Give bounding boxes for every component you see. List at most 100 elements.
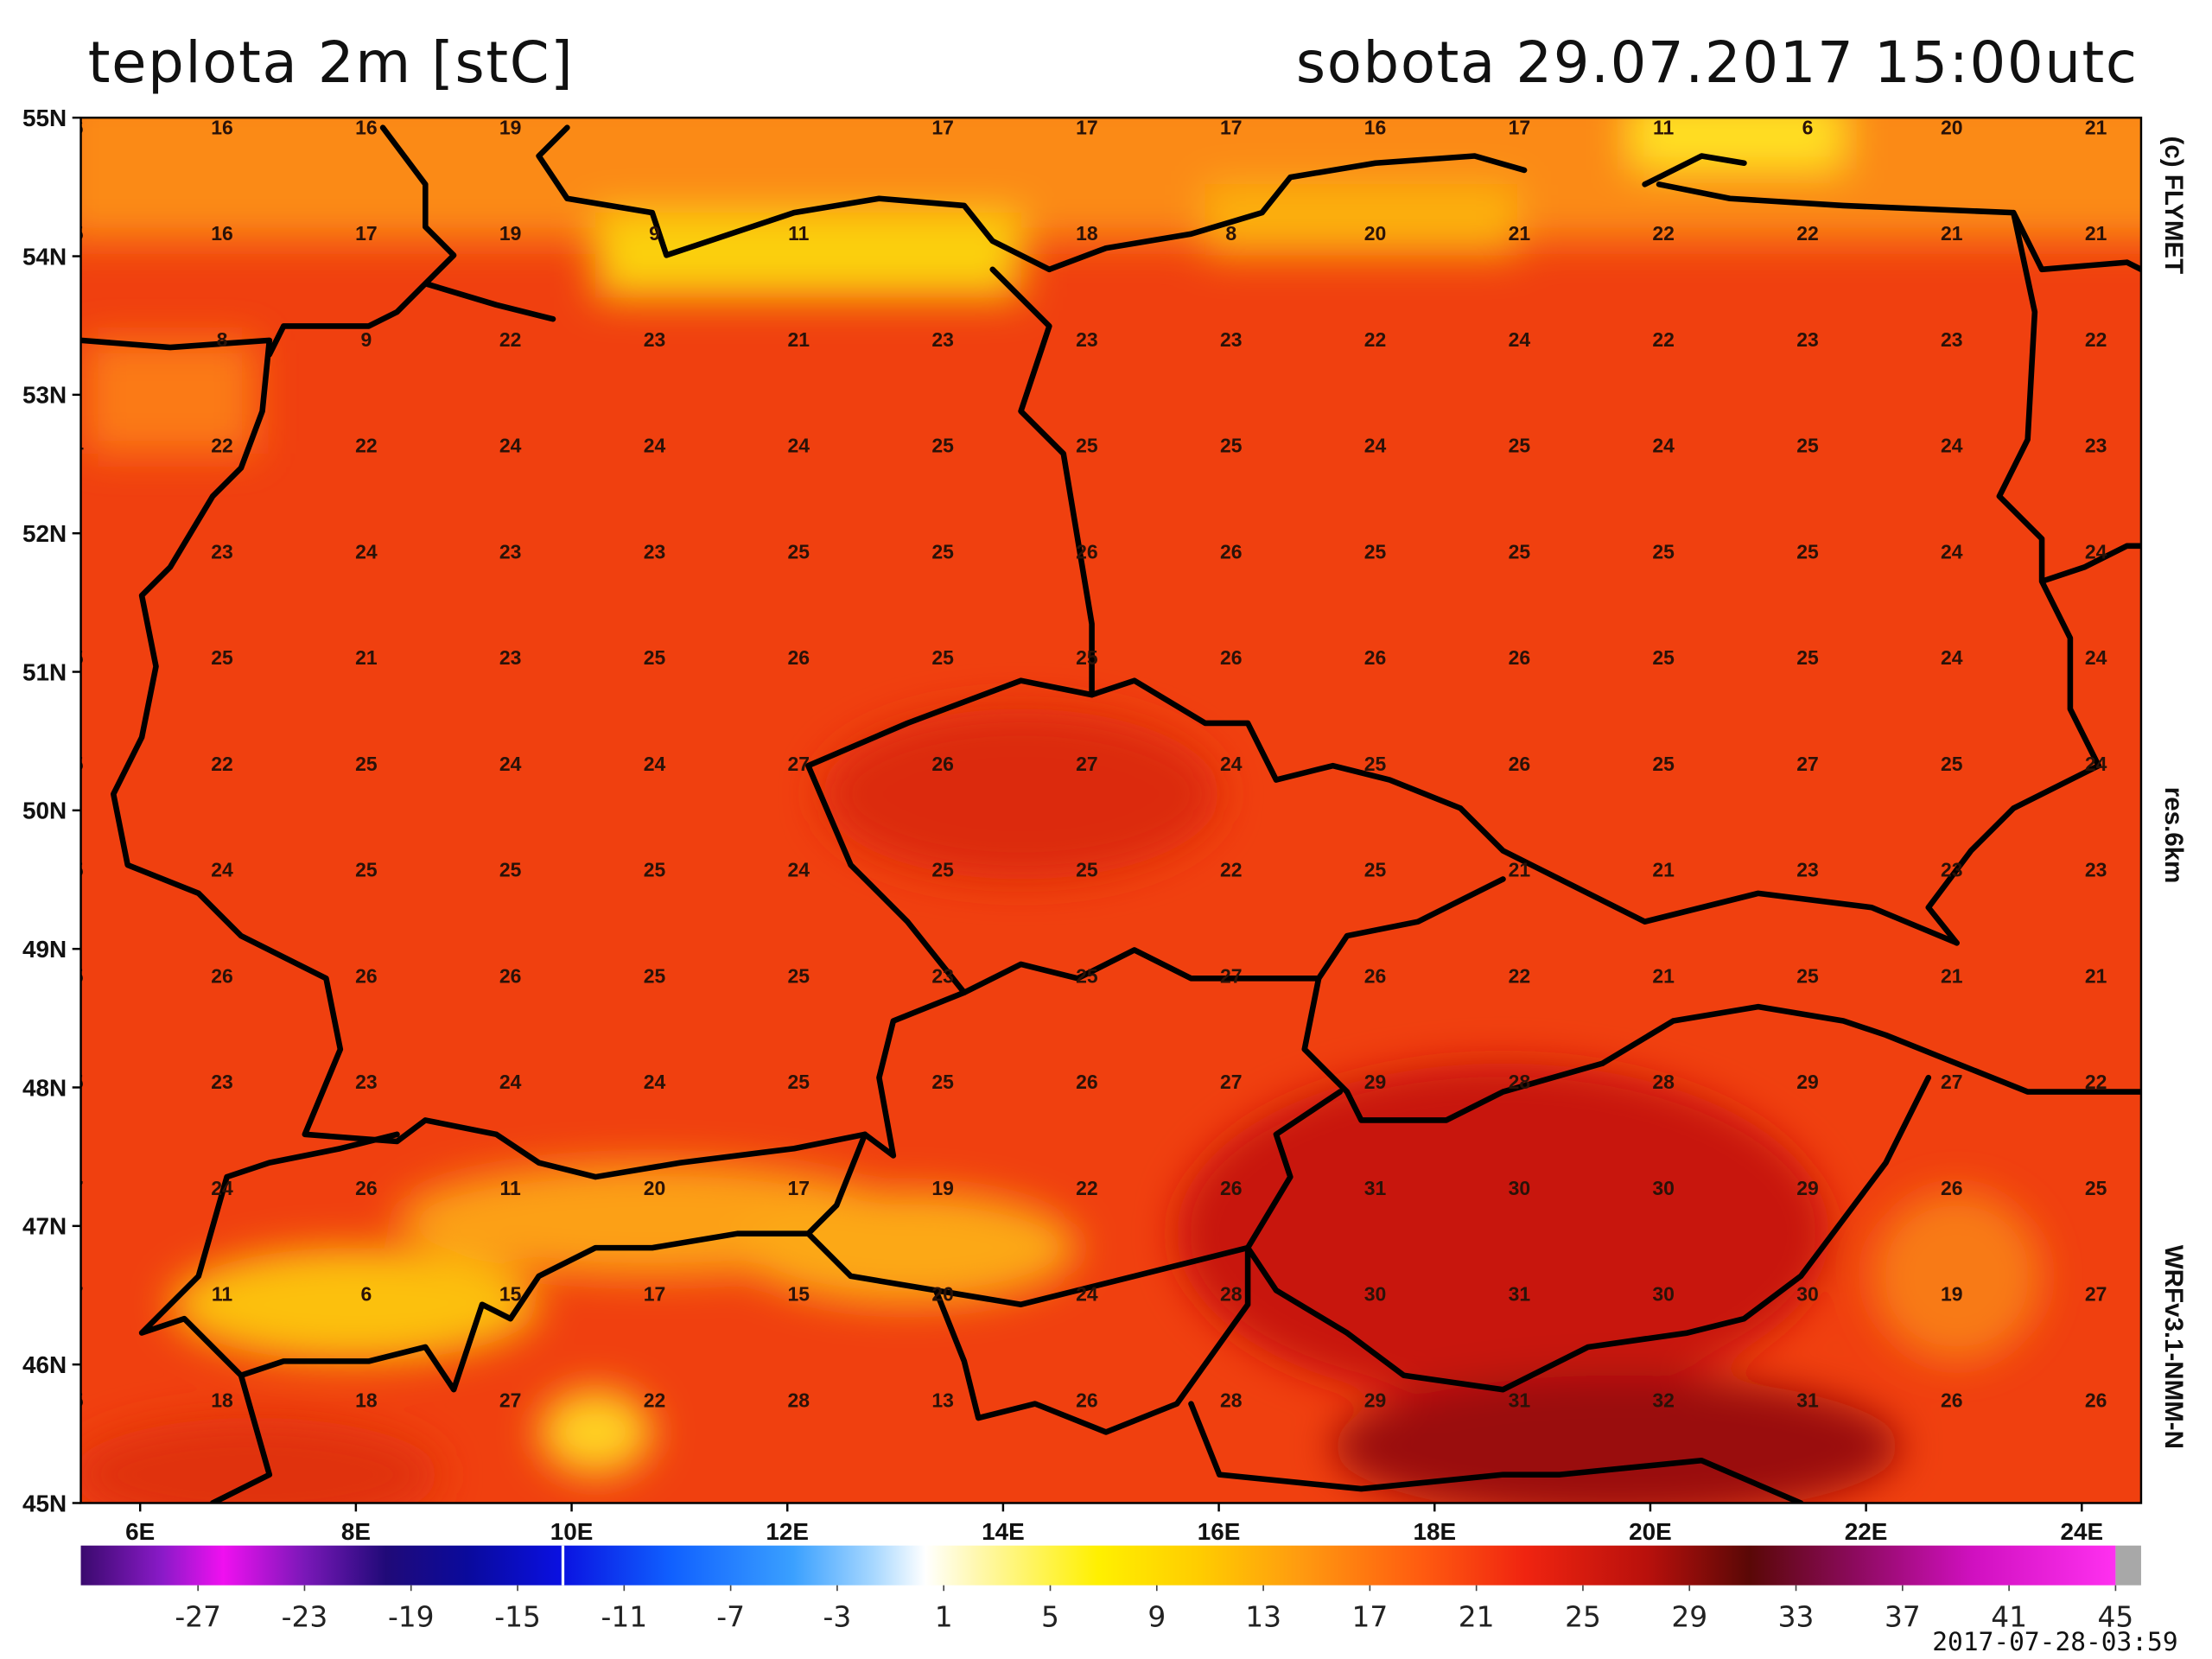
station-value: 25 bbox=[931, 435, 954, 457]
station-value: 25 bbox=[1076, 646, 1098, 669]
colorbar-labels: -27 -23 -19 -15 -11 -7 -3 1 5 9 13 17 21 25 29 33 37 41 45 bbox=[175, 1585, 2133, 1633]
station-value: 22 bbox=[499, 328, 522, 351]
station-value: 7 bbox=[73, 1177, 84, 1199]
station-value: 19 bbox=[931, 1177, 954, 1199]
station-value: 5 bbox=[73, 1071, 84, 1093]
station-value: 25 bbox=[644, 646, 666, 669]
station-value: 23 bbox=[931, 964, 954, 987]
model-name: WRFv3.1-NMM-N bbox=[2159, 1245, 2188, 1449]
station-value: 24 bbox=[211, 859, 233, 881]
station-value: 22 bbox=[211, 753, 233, 775]
station-value: 21 bbox=[1652, 964, 1675, 987]
station-value: 23 bbox=[644, 328, 666, 351]
lon-label: 8E bbox=[341, 1518, 371, 1545]
station-value: 5 bbox=[73, 1389, 84, 1411]
station-value: 23 bbox=[1220, 328, 1243, 351]
station-value: 6 bbox=[360, 1283, 372, 1306]
station-value: 21 bbox=[1509, 222, 1531, 245]
station-value: 28 bbox=[1509, 1071, 1531, 1093]
station-value: 24 bbox=[788, 435, 810, 457]
station-value: 25 bbox=[1652, 646, 1675, 669]
station-value: 30 bbox=[1796, 1283, 1819, 1306]
map-title: teplota 2m [stC] bbox=[88, 30, 575, 96]
station-value: 17 bbox=[1076, 116, 1098, 138]
station-value: 25 bbox=[644, 964, 666, 987]
station-value: 21 bbox=[2085, 964, 2107, 987]
station-value: 24 bbox=[2085, 646, 2107, 669]
station-value: 24 bbox=[2085, 540, 2107, 563]
station-value: 23 bbox=[1076, 328, 1098, 351]
station-value: 30 bbox=[1652, 1177, 1675, 1199]
station-value: 19 bbox=[499, 116, 522, 138]
station-value: 30 bbox=[1652, 1283, 1675, 1306]
station-value: 25 bbox=[1364, 540, 1387, 563]
station-value: 20 bbox=[1364, 222, 1387, 245]
station-value: 22 bbox=[1509, 964, 1531, 987]
station-value: 6 bbox=[73, 116, 84, 138]
station-value: 17 bbox=[931, 116, 954, 138]
station-value: 25 bbox=[355, 859, 378, 881]
station-value: 25 bbox=[1652, 540, 1675, 563]
colorbar-overflow bbox=[2115, 1545, 2141, 1586]
borders bbox=[80, 124, 2141, 1503]
station-value: 22 bbox=[1076, 1177, 1098, 1199]
station-value: 22 bbox=[2085, 1071, 2107, 1093]
station-value: 30 bbox=[1509, 1177, 1531, 1199]
lat-label: 48N bbox=[22, 1074, 67, 1101]
station-value: 27 bbox=[1220, 1071, 1243, 1093]
station-value: 17 bbox=[355, 222, 378, 245]
station-value: 17 bbox=[644, 1283, 666, 1306]
station-value: 17 bbox=[1220, 116, 1243, 138]
station-value: 17 bbox=[1509, 116, 1531, 138]
temperature-shading bbox=[80, 118, 2141, 1503]
station-value: 26 bbox=[211, 964, 233, 987]
station-value: 24 bbox=[644, 435, 666, 457]
station-value: 24 bbox=[1941, 646, 1963, 669]
station-value: 24 bbox=[499, 435, 522, 457]
station-value: 25 bbox=[931, 646, 954, 669]
station-value: 6 bbox=[1802, 116, 1814, 138]
station-value: 28 bbox=[1220, 1283, 1243, 1306]
colorbar-label: -7 bbox=[716, 1600, 745, 1633]
station-value: 26 bbox=[1941, 1389, 1963, 1411]
station-value: 23 bbox=[644, 540, 666, 563]
station-value: 27 bbox=[2085, 1283, 2107, 1306]
station-value: 20 bbox=[931, 1283, 954, 1306]
station-value: 24 bbox=[644, 1071, 666, 1093]
station-value: 18 bbox=[355, 1389, 378, 1411]
station-value: 25 bbox=[1941, 753, 1963, 775]
station-value: 27 bbox=[1076, 753, 1098, 775]
station-value: 11 bbox=[212, 1283, 233, 1306]
station-value: 15 bbox=[788, 1283, 810, 1306]
station-value: 16 bbox=[211, 222, 233, 245]
station-value: 20 bbox=[1941, 116, 1963, 138]
lat-label: 46N bbox=[22, 1351, 67, 1378]
station-value: 29 bbox=[1364, 1389, 1387, 1411]
station-value: 5 bbox=[73, 964, 84, 987]
station-value: 25 bbox=[1076, 964, 1098, 987]
station-value: 21 bbox=[1941, 964, 1963, 987]
station-value: 23 bbox=[931, 328, 954, 351]
station-value: 28 bbox=[1652, 1071, 1675, 1093]
station-values: 6 16 16 19 17 17 17 16 17 11 6 20 21 5 16 17 19 9 11 18 8 20 2… bbox=[73, 116, 2107, 1411]
station-value: 23 bbox=[499, 540, 522, 563]
station-value: 31 bbox=[1509, 1283, 1531, 1306]
station-value: 22 bbox=[2085, 328, 2107, 351]
station-value: 26 bbox=[1364, 964, 1387, 987]
station-value: 22 bbox=[1796, 222, 1819, 245]
station-value: 26 bbox=[1509, 753, 1531, 775]
station-value: 21 bbox=[2085, 222, 2107, 245]
station-value: 9 bbox=[360, 328, 372, 351]
station-value: 25 bbox=[499, 859, 522, 881]
lat-label: 52N bbox=[22, 520, 67, 547]
station-value: 25 bbox=[355, 753, 378, 775]
station-value: 26 bbox=[499, 964, 522, 987]
station-value: 23 bbox=[1941, 859, 1963, 881]
station-value: 17 bbox=[788, 1177, 810, 1199]
station-value: 11 bbox=[788, 222, 810, 245]
station-value: 31 bbox=[1509, 1389, 1531, 1411]
map-area: 6 16 16 19 17 17 17 16 17 11 6 20 21 5 16 17 19 9 11 18 8 20 2… bbox=[73, 116, 2141, 1503]
station-value: 26 bbox=[1220, 646, 1243, 669]
colorbar-label: 29 bbox=[1671, 1600, 1707, 1633]
lon-label: 20E bbox=[1629, 1518, 1672, 1545]
